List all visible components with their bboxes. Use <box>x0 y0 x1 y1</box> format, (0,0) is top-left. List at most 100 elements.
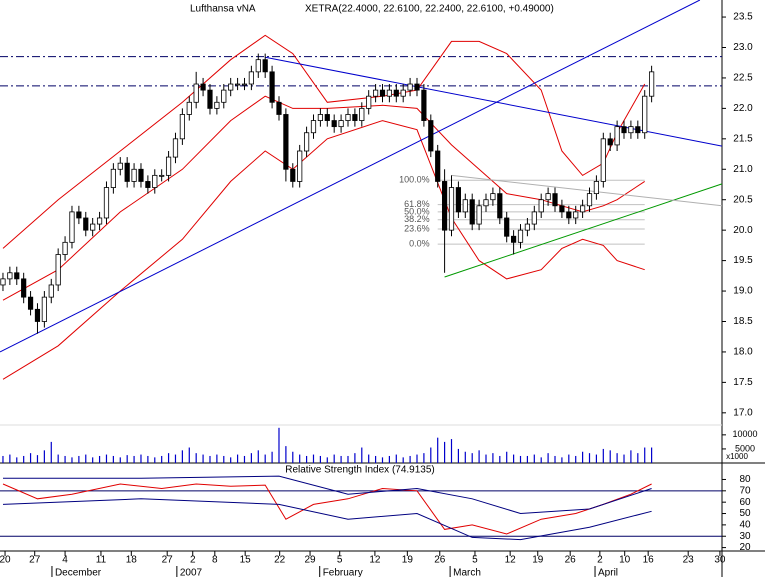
x-tick-label: 16 <box>643 555 655 566</box>
chart-subtitle: XETRA(22.4000, 22.6100, 22.2400, 22.6100… <box>305 4 554 15</box>
fib-label: 0.0% <box>409 239 430 249</box>
candle-body <box>145 181 151 188</box>
candle-body <box>607 138 613 146</box>
candle-body <box>331 120 337 128</box>
candle-body <box>179 114 185 140</box>
candle-body <box>400 89 406 97</box>
candle-body <box>269 71 275 103</box>
y-tick-label: 70 <box>739 485 751 496</box>
x-tick-label: 29 <box>304 555 316 566</box>
candle-body <box>379 89 386 97</box>
candle-body <box>255 59 261 73</box>
candle-body <box>110 168 116 188</box>
y-tick-label: 22.5 <box>733 73 753 84</box>
candle-body <box>511 235 517 243</box>
candle-body <box>441 181 448 231</box>
candle-body <box>96 217 103 225</box>
rsi-title: Relative Strength Index (74.9135) <box>285 465 435 476</box>
fib-label: 50.0% <box>404 206 430 216</box>
y-tick-label: 19.5 <box>733 255 753 266</box>
candle-body <box>642 95 648 134</box>
x-tick-label: 23 <box>683 555 695 566</box>
candle-body <box>200 83 206 91</box>
candle-body <box>366 95 372 109</box>
x-tick-label: 12 <box>505 555 517 566</box>
x-tick-label: 27 <box>29 555 41 566</box>
candle-body <box>407 83 413 91</box>
y-tick-label: 18.5 <box>733 316 753 327</box>
y-tick-label: 5000 <box>735 443 755 453</box>
candle-body <box>545 193 551 201</box>
y-tick-label: 21.0 <box>733 164 753 175</box>
candle-body <box>290 168 296 182</box>
candle-body <box>7 272 13 280</box>
candle-body <box>359 107 365 121</box>
rsi-line <box>2 498 652 541</box>
candle-body <box>649 71 655 97</box>
candle-body <box>262 59 268 73</box>
candle-body <box>117 162 123 170</box>
y-tick-label: 30 <box>739 531 751 542</box>
candle-body <box>386 89 392 97</box>
candle-body <box>186 101 192 115</box>
x-tick-label: 4 <box>62 555 68 566</box>
candle-body <box>462 199 468 213</box>
fib-label: 61.8% <box>404 199 430 209</box>
candle-body <box>483 199 489 207</box>
y-tick-label: 22.0 <box>733 103 753 114</box>
candle-body <box>27 296 34 310</box>
y-tick-label: 19.0 <box>733 286 753 297</box>
candle-body <box>276 101 282 115</box>
rsi-line <box>2 483 652 535</box>
candle-body <box>531 211 537 225</box>
trend-line <box>0 0 701 353</box>
candle-body <box>172 138 179 158</box>
y-tick-label: 40 <box>739 520 751 531</box>
candle-body <box>90 223 96 231</box>
x-tick-label: 26 <box>434 555 446 566</box>
candle-body <box>317 114 323 121</box>
candle-body <box>234 83 241 86</box>
y-tick-label: 20.5 <box>733 194 753 205</box>
month-label: February <box>323 568 363 577</box>
candle-body <box>504 217 510 237</box>
candle-body <box>159 174 165 177</box>
fib-label: 23.6% <box>404 223 430 233</box>
y-tick-label: 80 <box>739 474 751 485</box>
candle-body <box>55 254 61 286</box>
month-label: December <box>55 568 102 577</box>
y-tick-label: 20.0 <box>733 225 753 236</box>
x-tick-label: 10 <box>619 555 631 566</box>
candle-body <box>131 168 137 182</box>
candle-body <box>34 308 41 322</box>
x-tick-label: 19 <box>402 555 414 566</box>
x-tick-label: 19 <box>532 555 544 566</box>
y-tick-label: 20 <box>739 542 751 553</box>
candle-body <box>517 229 524 243</box>
candle-body <box>566 211 572 219</box>
candle-body <box>248 71 254 85</box>
candle-body <box>352 114 358 121</box>
candle-body <box>221 89 227 103</box>
candle-body <box>21 278 27 298</box>
y-tick-label: 23.5 <box>733 12 753 23</box>
x-tick-label: 15 <box>240 555 252 566</box>
candle-body <box>69 211 75 243</box>
x-tick-label: 12 <box>369 555 381 566</box>
candle-body <box>428 120 434 152</box>
candle-body <box>573 211 579 219</box>
month-label: 2007 <box>180 568 203 577</box>
y-tick-label: 23.0 <box>733 42 753 53</box>
candle-body <box>524 223 531 231</box>
volume-unit: x1000 <box>726 452 748 461</box>
candle-body <box>628 126 634 134</box>
candle-body <box>435 150 441 182</box>
x-tick-label: 8 <box>212 555 218 566</box>
candle-body <box>372 89 379 97</box>
candle-body <box>193 83 199 103</box>
month-label: March <box>453 568 481 577</box>
candle-body <box>345 114 351 121</box>
candle-body <box>490 193 496 201</box>
candle-body <box>48 284 54 298</box>
